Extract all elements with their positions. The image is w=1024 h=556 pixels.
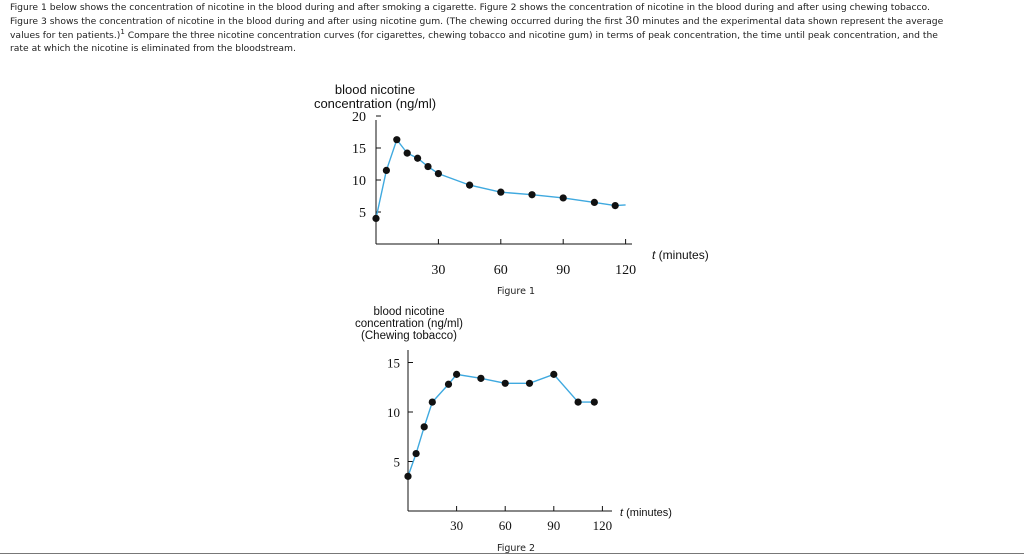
fig1-data-point — [393, 136, 401, 144]
fig2-ytick-label: 15 — [387, 356, 400, 371]
fig2-xtick-label: 90 — [547, 518, 560, 533]
fig2-ytick-label: 5 — [394, 455, 401, 470]
fig1-data-point — [559, 194, 567, 202]
fig1-data-point — [590, 198, 599, 206]
fig1-xlabel: t (minutes) — [652, 248, 709, 262]
fig2-curve — [407, 373, 595, 477]
fig2-xtick-label: 30 — [450, 518, 463, 533]
problem-line-3: values for ten patients.)1 Compare the t… — [10, 27, 1014, 42]
fig2-data-point — [550, 370, 558, 378]
fig2-data-point — [453, 370, 461, 378]
problem-line-2: Figure 3 shows the concentration of nico… — [10, 14, 1014, 28]
fig1-data-point — [497, 188, 505, 196]
fig1-xlabel-var: t — [652, 248, 656, 262]
fig2-ylabel-line-1: blood nicotine — [374, 306, 445, 318]
fig2-data-point — [525, 379, 534, 387]
fig2-xtick-label: 120 — [593, 518, 613, 533]
fig1-data-point — [403, 149, 411, 157]
fig2-xlabel: t (minutes) — [620, 507, 672, 519]
footnote-marker: 1 — [120, 27, 125, 36]
problem-line-2-text: Figure 3 shows the concentration of nico… — [10, 16, 626, 28]
fig2-x-ticks: 30 60 90 120 — [450, 506, 612, 533]
fig2-data-point — [444, 380, 453, 388]
fig2-data-point — [501, 379, 509, 387]
fig1-data-point — [528, 191, 536, 199]
fig1-data-point — [414, 154, 422, 162]
problem-line-1: Figure 1 below shows the concentration o… — [10, 2, 930, 13]
fig2-xtick-label: 60 — [499, 518, 512, 533]
fig1-xtick-label: 90 — [556, 263, 570, 278]
problem-statement: Figure 1 below shows the concentration o… — [10, 1, 1014, 56]
fig1-xtick-label: 30 — [431, 263, 445, 278]
problem-line-3-end: Compare the three nicotine concentration… — [124, 29, 938, 41]
fig2-xlabel-unit: (minutes) — [623, 507, 672, 519]
problem-line-4: rate at which the nicotine is eliminated… — [10, 43, 296, 55]
fig1-data-point — [424, 162, 432, 171]
fig2-data-point — [574, 398, 582, 406]
fig1-data-point — [611, 202, 619, 210]
fig2-data-point — [590, 398, 598, 406]
fig1-data-point — [466, 181, 474, 189]
fig2-data-point — [412, 449, 420, 458]
fig1-xtick-label: 120 — [615, 263, 636, 278]
fig2-data-point — [420, 423, 428, 431]
fig2-ylabel-line-2: concentration (ng/ml) — [355, 318, 463, 330]
fig1-ytick-label: 5 — [359, 206, 366, 221]
fig1-ylabel-line-1: blood nicotine — [335, 82, 415, 97]
fig1-data-point — [434, 170, 442, 178]
fig2-ytick-label: 10 — [387, 405, 400, 420]
fig1-data-point — [382, 166, 390, 174]
fig2-xlabel-var: t — [620, 507, 624, 519]
fig1-curve — [375, 138, 626, 219]
fig1-ytick-label: 20 — [352, 110, 366, 125]
figure-2: blood nicotine concentration (ng/ml) (Ch… — [355, 306, 672, 554]
fig2-y-ticks: 5 10 15 — [387, 356, 413, 470]
fig2-data-point — [428, 398, 436, 406]
bottom-rule — [0, 553, 1024, 554]
fig1-ylabel-line-2: concentration (ng/ml) — [314, 96, 436, 111]
fig2-caption: Figure 2 — [497, 543, 535, 554]
fig1-xlabel-unit: (minutes) — [655, 248, 708, 262]
problem-line-2-end: minutes and the experimental data shown … — [639, 16, 944, 28]
fig2-data-point — [404, 472, 412, 480]
figure-1: blood nicotine concentration (ng/ml) 5 10… — [314, 82, 709, 297]
fig2-ylabel-line-3: (Chewing tobacco) — [361, 330, 457, 342]
chewing-duration-number: 30 — [625, 14, 640, 28]
problem-line-3-text: values for ten patients.) — [10, 29, 121, 41]
fig1-points — [372, 136, 619, 222]
fig1-y-ticks: 5 10 15 20 — [352, 110, 381, 221]
fig1-ytick-label: 10 — [352, 174, 366, 189]
fig1-x-ticks: 30 60 90 120 — [431, 239, 636, 278]
fig2-data-point — [477, 374, 485, 382]
fig1-data-point — [372, 214, 380, 222]
fig1-caption: Figure 1 — [497, 286, 535, 297]
fig1-ytick-label: 15 — [352, 142, 366, 157]
fig2-points — [404, 370, 598, 480]
fig1-xtick-label: 60 — [494, 263, 508, 278]
